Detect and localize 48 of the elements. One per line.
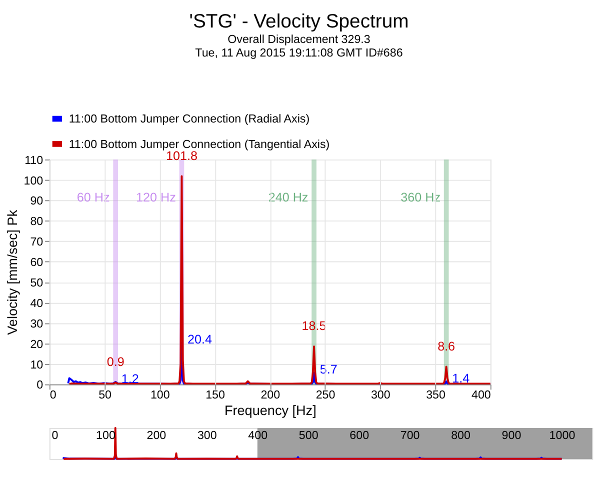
x-tick-label: 350 (426, 388, 446, 402)
y-tick-label: 90 (30, 194, 44, 208)
x-tick-label: 300 (370, 388, 391, 402)
x-tick-label: 200 (146, 429, 167, 442)
y-tick-label: 70 (30, 236, 44, 249)
data-label: 20.4 (188, 332, 212, 347)
y-tick-label: 60 (30, 256, 44, 270)
x-tick-label: 800 (451, 429, 472, 442)
x-tick-label: 900 (502, 429, 522, 442)
legend-label: 11:00 Bottom Jumper Connection (Tangential Axis) (68, 138, 330, 151)
x-tick-label: 250 (316, 388, 336, 402)
x-tick-label: 150 (206, 388, 226, 402)
y-tick-label: 10 (30, 358, 44, 372)
x-tick-label: 100 (150, 388, 170, 402)
data-label: 101.8 (166, 148, 198, 163)
y-axis-title: Velocity [mm/sec] Pk (4, 210, 20, 335)
chart-title: 'STG' - Velocity Spectrum (189, 10, 409, 33)
y-tick-label: 80 (30, 215, 44, 228)
ref-line-label: 60 Hz (76, 190, 110, 205)
x-tick-label: 600 (350, 429, 370, 442)
y-tick-label: 20 (30, 338, 44, 351)
ref-line-label: 360 Hz (400, 190, 441, 205)
x-tick-label: 300 (197, 429, 218, 442)
data-label: 0.9 (106, 355, 124, 370)
legend-label: 11:00 Bottom Jumper Connection (Radial Axis) (68, 112, 310, 126)
data-label: 18.5 (302, 319, 326, 334)
x-tick-label: 0 (52, 429, 59, 442)
data-label: 8.6 (438, 339, 456, 354)
y-tick-label: 50 (30, 276, 44, 290)
ref-line-label: 240 Hz (268, 190, 308, 205)
y-tick-label: 30 (30, 317, 44, 330)
y-tick-label: 110 (24, 154, 44, 167)
line-series (68, 175, 492, 385)
x-tick-label: 0 (50, 388, 57, 402)
x-tick-label: 400 (471, 388, 492, 402)
chart-subtitle: Overall Displacement 329.3 Tue, 11 Aug 2015 19:11:08 GMT ID#686 (195, 33, 403, 60)
data-label: 1.2 (121, 372, 139, 386)
x-tick-label: 700 (400, 429, 420, 442)
x-tick-label: 200 (260, 388, 281, 402)
data-label: 1.4 (452, 371, 470, 386)
ref-line-label: 120 Hz (136, 190, 176, 205)
x-axis-title: Frequency [Hz] (224, 402, 316, 418)
x-tick-label: 1000 (549, 429, 576, 442)
x-tick-label: 50 (98, 388, 112, 402)
y-tick-label: 0 (36, 378, 44, 392)
y-tick-label: 40 (30, 296, 44, 310)
y-tick-label: 100 (24, 174, 44, 188)
x-tick-label: 500 (298, 429, 319, 442)
